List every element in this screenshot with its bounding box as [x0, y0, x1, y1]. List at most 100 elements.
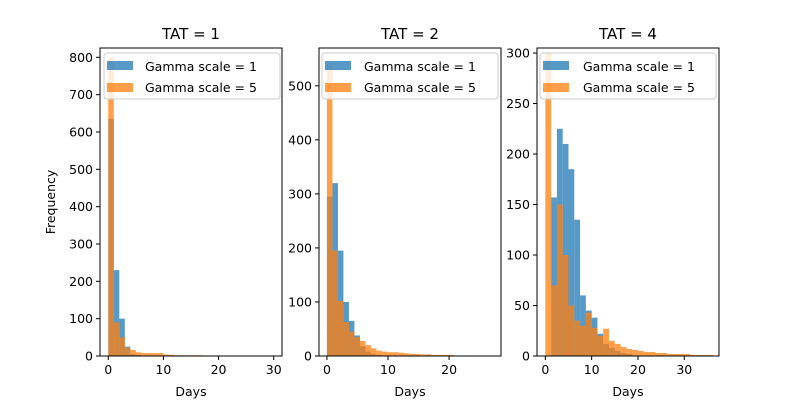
hist-bar-series-2 [655, 352, 662, 356]
legend-swatch-gamma-5 [543, 83, 569, 92]
hist-bar-series-2 [695, 354, 702, 356]
y-tick-label: 800 [69, 50, 93, 65]
y-tick-label: 0 [85, 349, 93, 364]
hist-bar-series-2 [585, 312, 592, 356]
hist-bar-series-2 [620, 346, 627, 356]
legend-swatch-gamma-1 [107, 61, 133, 70]
hist-bar-series-2 [135, 352, 142, 356]
legend: Gamma scale = 1 Gamma scale = 5 [103, 52, 281, 100]
hist-bar-series-2 [597, 335, 604, 356]
legend-box [539, 52, 717, 100]
hist-bar-series-2 [130, 350, 136, 356]
legend-box [103, 52, 281, 100]
hist-bar-series-2 [359, 340, 366, 356]
hist-bar-series-2 [332, 250, 338, 356]
legend-label-gamma-5: Gamma scale = 5 [145, 80, 257, 95]
hist-bar-series-2 [690, 354, 696, 356]
hist-bar-series-2 [157, 353, 164, 356]
hist-bar-series-2 [661, 352, 667, 356]
hist-bar-series-2 [108, 57, 114, 356]
x-tick-label: 20 [630, 362, 646, 377]
hist-bar-series-2 [626, 348, 633, 356]
y-tick-label: 0 [304, 349, 312, 364]
legend: Gamma scale = 1 Gamma scale = 5 [321, 52, 499, 100]
hist-bar-series-2 [370, 348, 377, 356]
hist-bar-series-2 [447, 354, 454, 356]
hist-bar-series-2 [556, 204, 563, 356]
hist-bar-series-1 [574, 219, 581, 356]
y-tick-label: 300 [288, 186, 312, 201]
hist-bar-series-2 [141, 353, 147, 356]
y-tick-label: 400 [69, 199, 93, 214]
hist-bar-series-2 [649, 351, 656, 356]
x-tick-label: 0 [541, 362, 549, 377]
y-axis-label: Frequency [43, 169, 58, 234]
hist-bar-series-2 [403, 353, 410, 356]
bars-tat-4 [545, 53, 714, 357]
hist-bar-series-2 [442, 354, 448, 356]
hist-bar-series-2 [684, 353, 691, 356]
y-tick-label: 500 [69, 162, 93, 177]
y-tick-label: 300 [506, 46, 530, 61]
hist-bar-series-2 [343, 321, 349, 356]
y-axis-ticks: 0 50 100 150 200 250 300 [506, 46, 537, 364]
y-tick-label: 200 [69, 274, 93, 289]
hist-bar-series-2 [409, 353, 415, 356]
hist-bar-series-2 [387, 352, 393, 356]
hist-bar-series-2 [574, 320, 581, 356]
hist-bar-series-2 [414, 353, 421, 356]
x-axis-ticks: 0 10 20 30 [104, 356, 282, 377]
bars-tat-2 [326, 64, 470, 357]
x-tick-label: 0 [323, 362, 331, 377]
axes-frame [536, 47, 720, 357]
hist-bar-series-2 [376, 350, 382, 356]
x-axis-label: Days [394, 384, 425, 399]
hist-bar-series-2 [551, 285, 557, 356]
legend-label-gamma-1: Gamma scale = 1 [583, 59, 695, 74]
legend-swatch-gamma-1 [325, 61, 351, 70]
hist-bar-series-2 [119, 337, 125, 356]
hist-bar-series-2 [168, 354, 175, 356]
x-axis-label: Days [612, 384, 643, 399]
hist-bar-series-2 [124, 347, 131, 356]
x-tick-label: 20 [441, 362, 457, 377]
y-tick-label: 250 [506, 96, 530, 111]
y-tick-label: 150 [506, 197, 530, 212]
y-tick-label: 600 [69, 125, 93, 140]
hist-bar-series-2 [152, 353, 158, 356]
y-tick-label: 200 [288, 240, 312, 255]
hist-bar-series-2 [163, 354, 169, 356]
hist-bar-series-2 [420, 354, 426, 356]
hist-bar-series-2 [436, 354, 443, 356]
x-tick-label: 10 [380, 362, 396, 377]
legend-swatch-gamma-5 [325, 83, 351, 92]
legend: Gamma scale = 1 Gamma scale = 5 [539, 52, 717, 100]
x-tick-label: 30 [266, 362, 282, 377]
legend-label-gamma-1: Gamma scale = 1 [364, 59, 476, 74]
hist-bar-series-2 [326, 64, 333, 357]
y-tick-label: 200 [506, 147, 530, 162]
y-tick-label: 100 [69, 311, 93, 326]
hist-bar-series-2 [146, 353, 153, 356]
y-tick-label: 500 [288, 78, 312, 93]
hist-bar-series-2 [632, 349, 638, 356]
hist-bar-series-1 [562, 143, 569, 356]
panel-tat-1: 0 10 20 30 0 100 200 300 400 500 600 700 800 TAT = … [43, 25, 283, 399]
hist-bar-series-2 [337, 300, 344, 356]
hist-bar-series-2 [603, 328, 610, 356]
hist-bar-series-1 [551, 197, 557, 356]
panel-tat-2: 0 10 20 0 100 200 300 400 500 TAT = 2 Days Gamm… [288, 25, 502, 399]
y-tick-label: 0 [522, 349, 530, 364]
hist-bar-series-2 [609, 340, 615, 356]
x-axis-ticks: 0 10 20 [323, 356, 457, 377]
legend-label-gamma-1: Gamma scale = 1 [145, 59, 257, 74]
y-tick-label: 100 [506, 248, 530, 263]
y-tick-label: 50 [514, 298, 530, 313]
hist-bar-series-2 [678, 353, 685, 356]
x-axis-ticks: 0 10 20 30 [541, 356, 692, 377]
panel-title: TAT = 1 [161, 25, 220, 43]
hist-bar-series-1 [113, 270, 120, 356]
x-tick-label: 10 [155, 362, 171, 377]
